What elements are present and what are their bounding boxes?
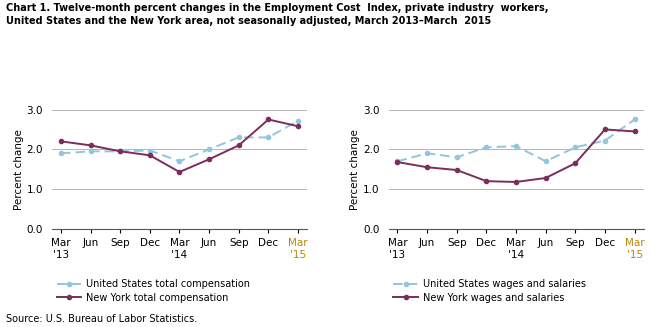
Text: Chart 1. Twelve-month percent changes in the Employment Cost  Index, private ind: Chart 1. Twelve-month percent changes in…	[6, 3, 549, 26]
Y-axis label: Percent change: Percent change	[350, 129, 360, 210]
Legend: United States wages and salaries, New York wages and salaries: United States wages and salaries, New Yo…	[393, 279, 586, 302]
Legend: United States total compensation, New York total compensation: United States total compensation, New Yo…	[57, 279, 250, 302]
Y-axis label: Percent change: Percent change	[14, 129, 23, 210]
Text: Source: U.S. Bureau of Labor Statistics.: Source: U.S. Bureau of Labor Statistics.	[6, 314, 198, 324]
